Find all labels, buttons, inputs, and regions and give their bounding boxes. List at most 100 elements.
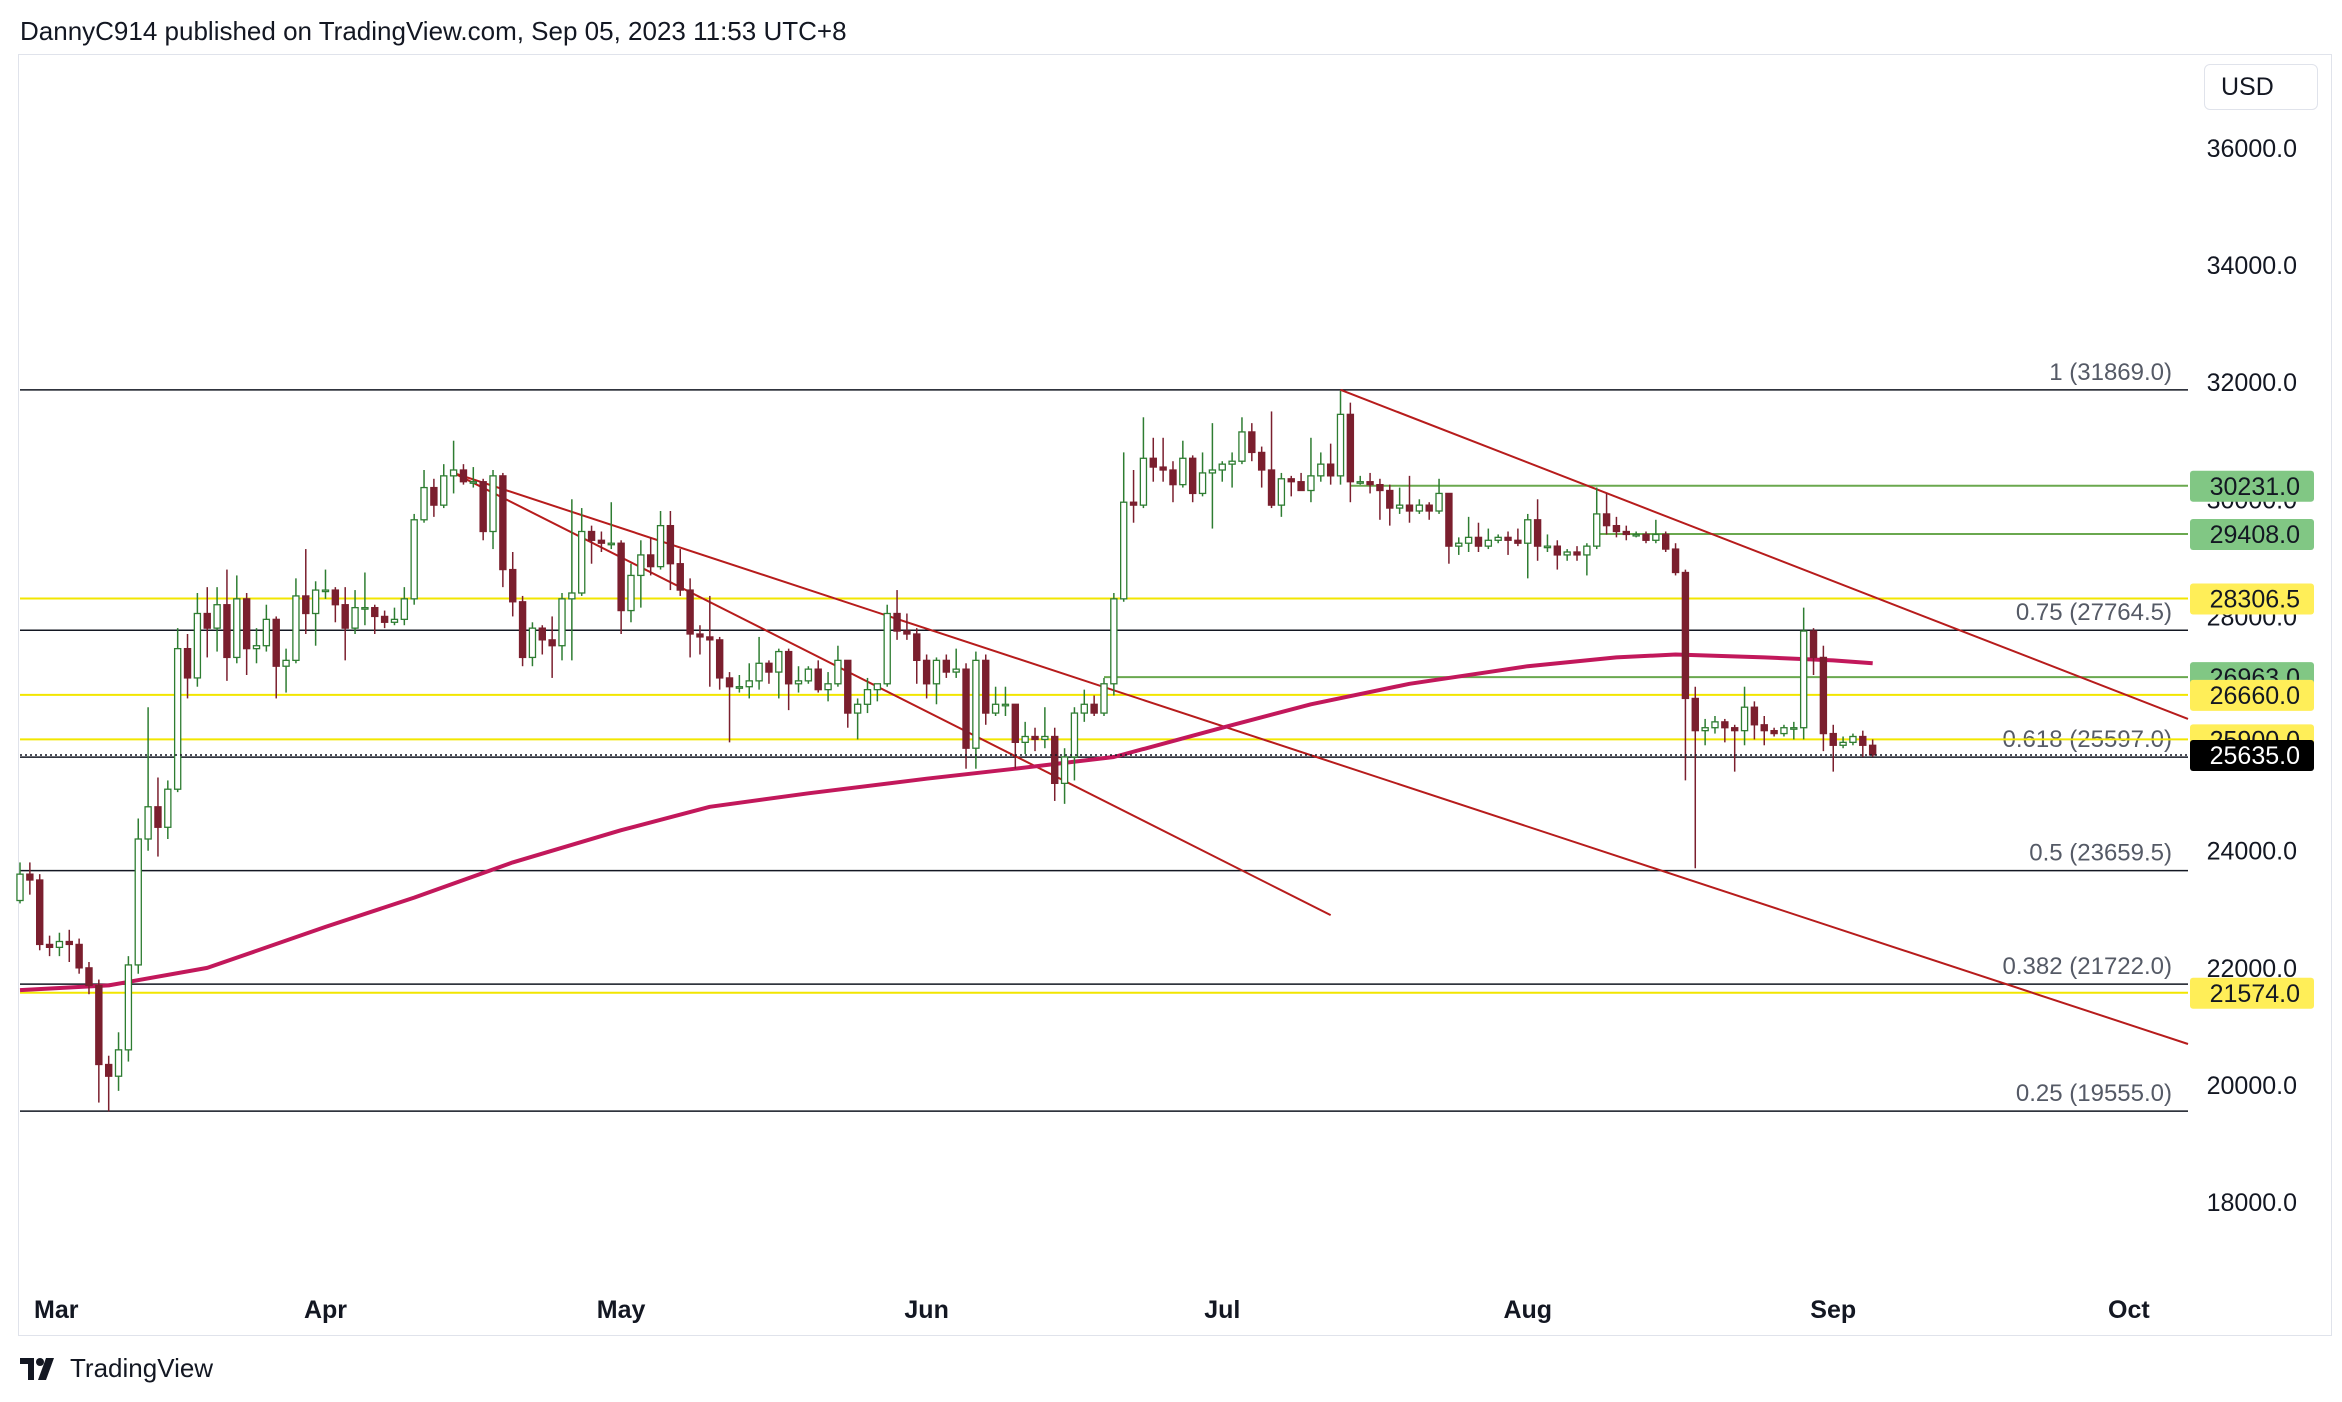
candle-body <box>183 647 192 679</box>
candle-body <box>95 984 103 1066</box>
currency-selector[interactable]: USD <box>2204 64 2318 110</box>
candle-body <box>1799 630 1808 729</box>
candle-body <box>1041 735 1049 741</box>
x-tick-label: Mar <box>34 1296 79 1324</box>
candle-body <box>1622 530 1630 536</box>
trend-line <box>453 472 1332 917</box>
candle-body <box>834 659 842 685</box>
candle-body <box>1070 712 1079 758</box>
candle-body <box>1740 706 1749 732</box>
candle-body <box>932 659 941 685</box>
candle-body <box>1139 457 1148 506</box>
candle-body <box>745 680 753 688</box>
level-price-label: 21574.0 <box>2210 980 2300 1008</box>
candle-body <box>1445 492 1453 547</box>
candle-body <box>331 589 340 606</box>
candle-body <box>1090 703 1098 714</box>
candle-body <box>666 524 675 565</box>
candle-body <box>1484 539 1493 547</box>
trend-line <box>1340 388 2189 720</box>
candle-body <box>1356 481 1364 484</box>
candle-body <box>1100 683 1108 714</box>
candle-body <box>203 612 211 629</box>
candle-body <box>1376 483 1384 492</box>
candle-body <box>1277 478 1286 506</box>
level-price-label: 29408.0 <box>2210 521 2300 549</box>
candle-body <box>361 606 369 610</box>
chart-pane[interactable] <box>18 54 2332 1336</box>
candle-body <box>578 530 586 594</box>
candle-body <box>85 967 93 987</box>
x-tick-label: Sep <box>1810 1296 1856 1324</box>
candle-body <box>617 542 625 612</box>
time-axis[interactable]: Mar Apr May Jun Jul Aug Sep Oct <box>34 1296 2150 1324</box>
candle-body <box>1346 413 1355 483</box>
level-price-label: 26660.0 <box>2210 682 2300 710</box>
candle-body <box>351 606 359 629</box>
candlesticks <box>16 390 1877 1112</box>
candle-body <box>430 486 438 506</box>
y-tick-label: 18000.0 <box>2207 1189 2297 1217</box>
candle-body <box>1750 706 1759 726</box>
candle-body <box>1730 727 1739 732</box>
fib-level-label: 0.382 (21722.0) <box>2003 953 2172 980</box>
y-tick-label: 24000.0 <box>2207 838 2297 866</box>
candle-body <box>400 598 409 621</box>
candle-body <box>844 659 852 714</box>
level-price-label-box <box>2190 977 2314 1009</box>
candle-body <box>1080 703 1088 714</box>
candle-body <box>134 838 142 966</box>
candle-body <box>903 630 911 635</box>
candle-body <box>1612 524 1621 533</box>
candle-body <box>784 650 793 685</box>
candle-body <box>814 668 822 691</box>
level-price-label-box <box>2190 470 2314 502</box>
candle-body <box>1336 413 1345 477</box>
candle-body <box>1780 727 1788 735</box>
candle-body <box>991 703 1000 714</box>
candle-body <box>272 618 280 667</box>
candle-body <box>755 662 763 682</box>
candle-body <box>568 592 576 600</box>
candle-body <box>292 595 300 662</box>
candle-body <box>1001 703 1010 707</box>
candle-body <box>952 668 960 673</box>
candle-body <box>863 688 872 705</box>
price-labels: 30231.029408.028306.526963.026660.025900… <box>2190 470 2314 1009</box>
candle-body <box>1514 539 1522 544</box>
price-chart[interactable]: 1 (31869.0)0.75 (27764.5)0.618 (25597.0)… <box>0 0 2342 1340</box>
candle-body <box>1770 729 1778 735</box>
candle-body <box>1011 703 1020 744</box>
candle-body <box>1494 536 1502 541</box>
candle-body <box>1504 536 1512 541</box>
moving-average-line <box>19 652 1873 993</box>
x-tick-label: Oct <box>2108 1296 2150 1324</box>
candle-body <box>479 481 487 533</box>
candle-body <box>883 612 891 685</box>
candle-body <box>55 940 64 949</box>
candle-body <box>252 645 261 650</box>
candle-body <box>1031 735 1039 741</box>
candle-body <box>1533 519 1542 547</box>
candle-body <box>1307 475 1315 492</box>
candle-body <box>410 519 418 600</box>
candle-body <box>1602 513 1611 527</box>
candle-body <box>715 639 724 679</box>
candle-body <box>1790 727 1798 730</box>
fib-level-label: 1 (31869.0) <box>2049 359 2172 386</box>
candle-body <box>1405 504 1414 512</box>
candle-body <box>380 615 389 623</box>
candle-body <box>1188 457 1197 495</box>
candle-body <box>558 598 566 647</box>
candle-body <box>637 554 645 577</box>
candle-body <box>1701 727 1709 732</box>
tradingview-logo-icon[interactable] <box>20 1357 60 1380</box>
candle-body <box>646 554 655 568</box>
candle-body <box>1021 735 1029 744</box>
candle-body <box>489 475 497 533</box>
candle-body <box>420 486 428 521</box>
footer: TradingView <box>20 1353 213 1384</box>
candle-body <box>16 873 24 902</box>
candle-body <box>775 650 783 673</box>
candle-body <box>1691 697 1699 732</box>
